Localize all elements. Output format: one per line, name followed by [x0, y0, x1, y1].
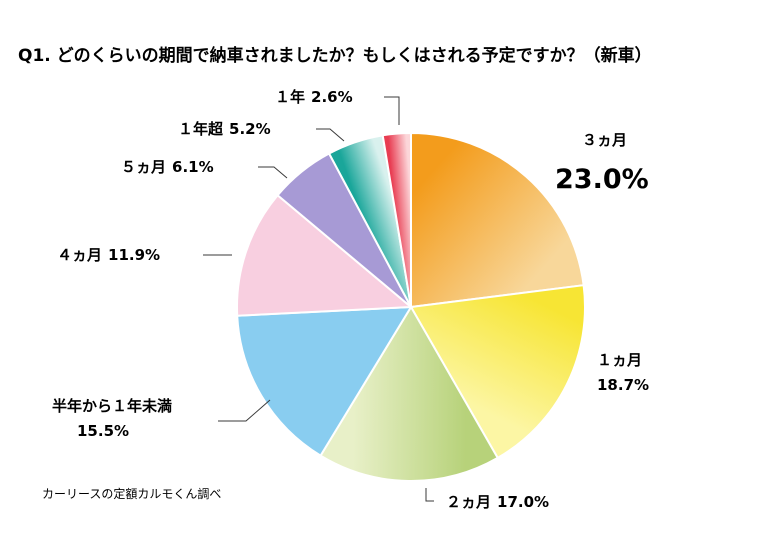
label-half-to-1year: 半年から１年未満 [52, 397, 172, 415]
slice-2months [319, 305, 500, 482]
label-4months: ４ヵ月 11.9% [57, 246, 160, 264]
label-2months: ２ヵ月 17.0% [446, 493, 549, 511]
leader-line-over-1year [316, 128, 345, 142]
leader-line-5months [258, 166, 288, 179]
label-over-1year: １年超 5.2% [178, 120, 271, 138]
leader-lines [203, 96, 434, 502]
value-1month: 18.7% [597, 376, 649, 394]
leader-line-half-to-1year [218, 399, 271, 422]
label-1year: １年 2.6% [275, 88, 353, 106]
slice-half-to-1year [236, 305, 413, 458]
chart-title: Q1. どのくらいの期間で納車されましたか？もしくはされる予定ですか？（新車） [18, 45, 652, 66]
slice-1month [409, 284, 587, 460]
label-1month: １ヵ月 [597, 351, 642, 369]
label-3months: ３ヵ月 [582, 131, 627, 149]
leader-line-2months [425, 488, 434, 502]
leader-line-1year [384, 96, 400, 125]
source-note: カーリースの定額カルモくん調べ [42, 486, 221, 501]
pie-slices [236, 131, 587, 482]
slice-4months [236, 193, 414, 317]
value-3months: 23.0% [555, 164, 649, 195]
label-5months: ５ヵ月 6.1% [121, 158, 214, 176]
slice-1year [381, 131, 412, 308]
slice-3months [410, 131, 585, 309]
value-half-to-1year: 15.5% [77, 422, 129, 440]
